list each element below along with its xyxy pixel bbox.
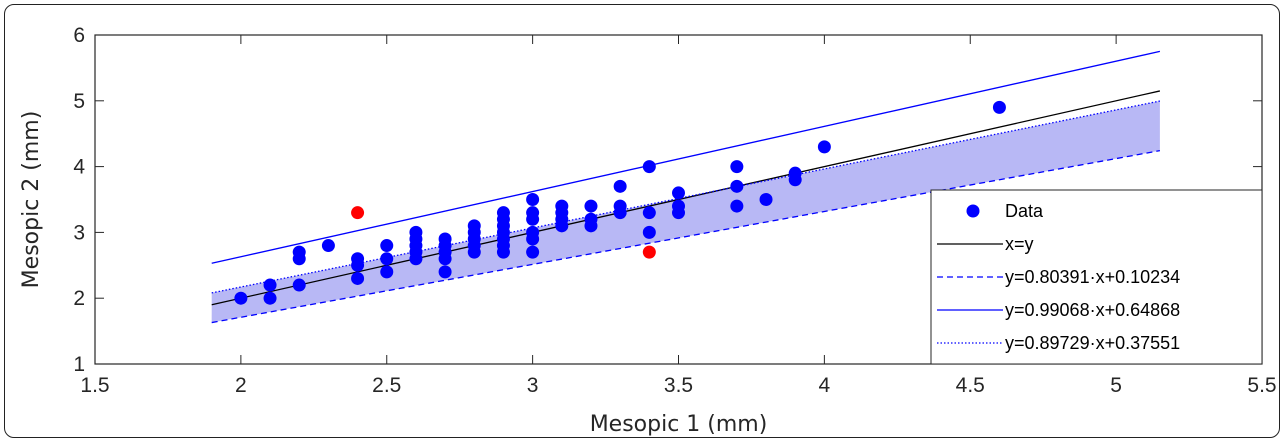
data-point-7 bbox=[351, 271, 365, 285]
x-tick-label-3: 3 bbox=[527, 374, 539, 397]
data-point-44 bbox=[555, 199, 569, 213]
legend-label-0: Data bbox=[1005, 201, 1044, 221]
x-tick-label-6: 4.5 bbox=[956, 374, 985, 397]
data-point-57 bbox=[730, 199, 744, 213]
data-point-3 bbox=[292, 278, 306, 292]
data-point-10 bbox=[380, 265, 394, 279]
data-point-59 bbox=[730, 160, 744, 174]
data-point-49 bbox=[613, 199, 627, 213]
y-tick-label-5: 6 bbox=[73, 24, 85, 47]
data-point-18 bbox=[438, 265, 452, 279]
series-line-2 bbox=[211, 50, 1161, 264]
data-point-53 bbox=[642, 160, 656, 174]
data-point-2 bbox=[263, 278, 277, 292]
x-axis-label: Mesopic 1 (mm) bbox=[590, 412, 768, 437]
data-point-62 bbox=[788, 166, 802, 180]
data-point-35 bbox=[526, 245, 540, 259]
legend-label-3: y=0.99068·x+0.64868 bbox=[1005, 300, 1180, 320]
data-point-50 bbox=[613, 179, 627, 193]
x-tick-label-2: 2.5 bbox=[372, 374, 401, 397]
y-axis-label: Mesopic 2 (mm) bbox=[19, 111, 44, 289]
data-point-37 bbox=[526, 225, 540, 239]
x-tick-label-7: 5 bbox=[1110, 374, 1122, 397]
data-point-34 bbox=[496, 206, 510, 220]
data-point-6 bbox=[321, 239, 335, 253]
y-tick-label-2: 3 bbox=[73, 221, 85, 244]
y-tick-label-4: 5 bbox=[73, 90, 85, 113]
data-point-56 bbox=[672, 186, 685, 200]
x-tick-label-1: 2 bbox=[235, 374, 247, 397]
series-line-0 bbox=[211, 90, 1161, 306]
legend-items: Data x=y y=0.80391·x+0.10234 y=0.99068·x+0.… bbox=[937, 201, 1180, 353]
data-point-12 bbox=[380, 239, 394, 253]
data-point-52 bbox=[642, 206, 656, 220]
data-point-46 bbox=[584, 212, 598, 226]
series-line-3 bbox=[211, 100, 1161, 294]
data-point-17 bbox=[409, 225, 423, 239]
figure-frame bbox=[4, 4, 1280, 438]
data-point-63 bbox=[817, 140, 831, 154]
legend: Data x=y y=0.80391·x+0.10234 y=0.99068·x+0.… bbox=[930, 189, 1263, 365]
x-tick-label-0: 1.5 bbox=[80, 374, 109, 397]
legend-box bbox=[930, 189, 1263, 365]
x-tick-label-8: 5.5 bbox=[1247, 374, 1276, 397]
data-point-58 bbox=[730, 179, 744, 193]
data-point-1 bbox=[263, 291, 277, 305]
data-point-40 bbox=[526, 193, 540, 206]
outlier-point-0 bbox=[351, 206, 365, 220]
legend-marker-0 bbox=[966, 204, 980, 218]
data-point-64 bbox=[992, 100, 1006, 114]
data-points-layer bbox=[234, 100, 1006, 305]
y-tick-label-0: 1 bbox=[73, 353, 85, 376]
ticks-layer: 1.5 2 2.5 3 3.5 4 4.5 5 5.5 1 2 3 4 5 6 bbox=[73, 24, 1276, 397]
data-point-55 bbox=[672, 199, 685, 213]
y-tick-label-1: 2 bbox=[73, 287, 85, 310]
outlier-point-1 bbox=[642, 245, 656, 259]
data-point-5 bbox=[292, 245, 306, 259]
data-point-39 bbox=[526, 206, 540, 220]
series-line-1 bbox=[211, 150, 1161, 324]
data-point-11 bbox=[380, 252, 394, 266]
data-point-0 bbox=[234, 291, 248, 305]
data-point-22 bbox=[438, 232, 452, 246]
x-tick-label-5: 4 bbox=[819, 374, 831, 397]
legend-label-1: x=y bbox=[1005, 234, 1034, 254]
data-point-9 bbox=[351, 252, 365, 266]
legend-label-2: y=0.80391·x+0.10234 bbox=[1005, 267, 1180, 287]
fit-lines-layer bbox=[211, 50, 1161, 324]
legend-label-4: y=0.89729·x+0.37551 bbox=[1005, 333, 1180, 353]
data-point-51 bbox=[642, 225, 656, 239]
data-point-47 bbox=[584, 199, 598, 213]
x-tick-label-4: 3.5 bbox=[664, 374, 693, 397]
data-point-60 bbox=[759, 193, 773, 206]
data-point-27 bbox=[467, 219, 481, 233]
y-tick-label-3: 4 bbox=[73, 156, 85, 179]
